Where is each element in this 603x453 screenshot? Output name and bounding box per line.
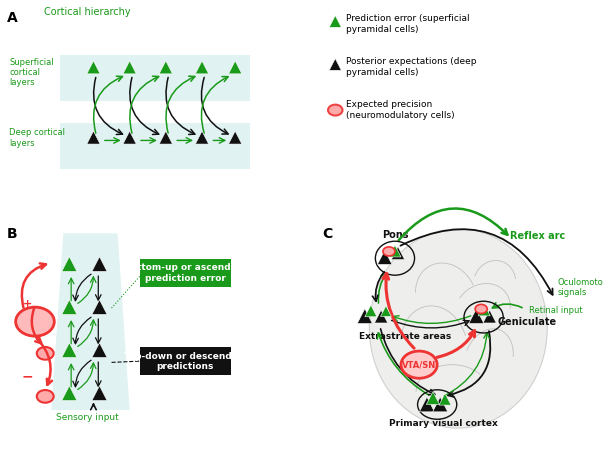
Polygon shape [229, 131, 242, 144]
Circle shape [37, 347, 54, 360]
Polygon shape [92, 300, 107, 314]
Text: Reflex arc: Reflex arc [510, 231, 565, 241]
Text: Bottom-up or ascending
prediction error: Bottom-up or ascending prediction error [124, 263, 247, 283]
Polygon shape [62, 386, 77, 400]
Text: Sensory input: Sensory input [56, 413, 119, 422]
Text: Extrastriate areas: Extrastriate areas [359, 332, 451, 341]
Text: +: + [22, 299, 32, 308]
Ellipse shape [369, 229, 548, 428]
Polygon shape [92, 343, 107, 357]
Text: −: − [21, 369, 33, 383]
Polygon shape [87, 131, 100, 144]
Text: Expected precision
(neuromodulatory cells): Expected precision (neuromodulatory cell… [346, 101, 455, 120]
Polygon shape [389, 245, 401, 257]
Polygon shape [229, 61, 242, 74]
Text: Top-down or descending
predictions: Top-down or descending predictions [124, 352, 247, 371]
Text: Superficial
cortical
layers: Superficial cortical layers [9, 58, 54, 87]
Text: Cortical hierarchy: Cortical hierarchy [44, 7, 131, 17]
Polygon shape [62, 300, 77, 314]
Polygon shape [391, 246, 405, 260]
Polygon shape [380, 306, 391, 317]
Polygon shape [51, 233, 130, 410]
Text: VTA/SN: VTA/SN [402, 360, 436, 369]
FancyBboxPatch shape [60, 123, 250, 169]
Text: Prediction error (superficial
pyramidal cells): Prediction error (superficial pyramidal … [346, 14, 470, 34]
Polygon shape [329, 58, 341, 70]
Text: C: C [323, 226, 333, 241]
Text: A: A [7, 11, 18, 25]
Polygon shape [374, 310, 388, 323]
Text: Posterior expectations (deep
pyramidal cells): Posterior expectations (deep pyramidal c… [346, 58, 476, 77]
FancyBboxPatch shape [60, 55, 250, 101]
Polygon shape [159, 131, 172, 144]
Polygon shape [123, 131, 136, 144]
Circle shape [16, 307, 54, 336]
Polygon shape [195, 61, 209, 74]
Polygon shape [62, 343, 77, 357]
Text: Pons: Pons [382, 230, 408, 240]
Polygon shape [439, 393, 451, 405]
Polygon shape [87, 61, 100, 74]
Polygon shape [478, 304, 490, 316]
Text: Geniculate: Geniculate [497, 317, 557, 327]
Polygon shape [329, 15, 341, 27]
Polygon shape [92, 257, 107, 271]
Text: B: B [7, 226, 18, 241]
Polygon shape [62, 257, 77, 271]
Circle shape [328, 105, 343, 116]
Text: Deep cortical
layers: Deep cortical layers [9, 129, 65, 148]
Polygon shape [433, 397, 447, 412]
FancyBboxPatch shape [140, 259, 231, 287]
Circle shape [383, 247, 395, 256]
Polygon shape [377, 251, 392, 265]
Polygon shape [195, 131, 209, 144]
Polygon shape [159, 61, 172, 74]
Circle shape [401, 351, 437, 378]
FancyBboxPatch shape [140, 347, 231, 375]
Circle shape [37, 390, 54, 403]
Polygon shape [365, 305, 377, 317]
Text: Retinal input: Retinal input [529, 306, 583, 315]
Polygon shape [469, 309, 484, 323]
Polygon shape [483, 310, 496, 323]
Polygon shape [92, 386, 107, 400]
Polygon shape [420, 397, 434, 412]
Polygon shape [123, 61, 136, 74]
Polygon shape [426, 391, 440, 405]
Polygon shape [357, 309, 372, 323]
Text: Primary visual cortex: Primary visual cortex [389, 419, 497, 428]
Circle shape [475, 304, 487, 313]
Text: Oculomotor
signals: Oculomotor signals [558, 278, 603, 297]
